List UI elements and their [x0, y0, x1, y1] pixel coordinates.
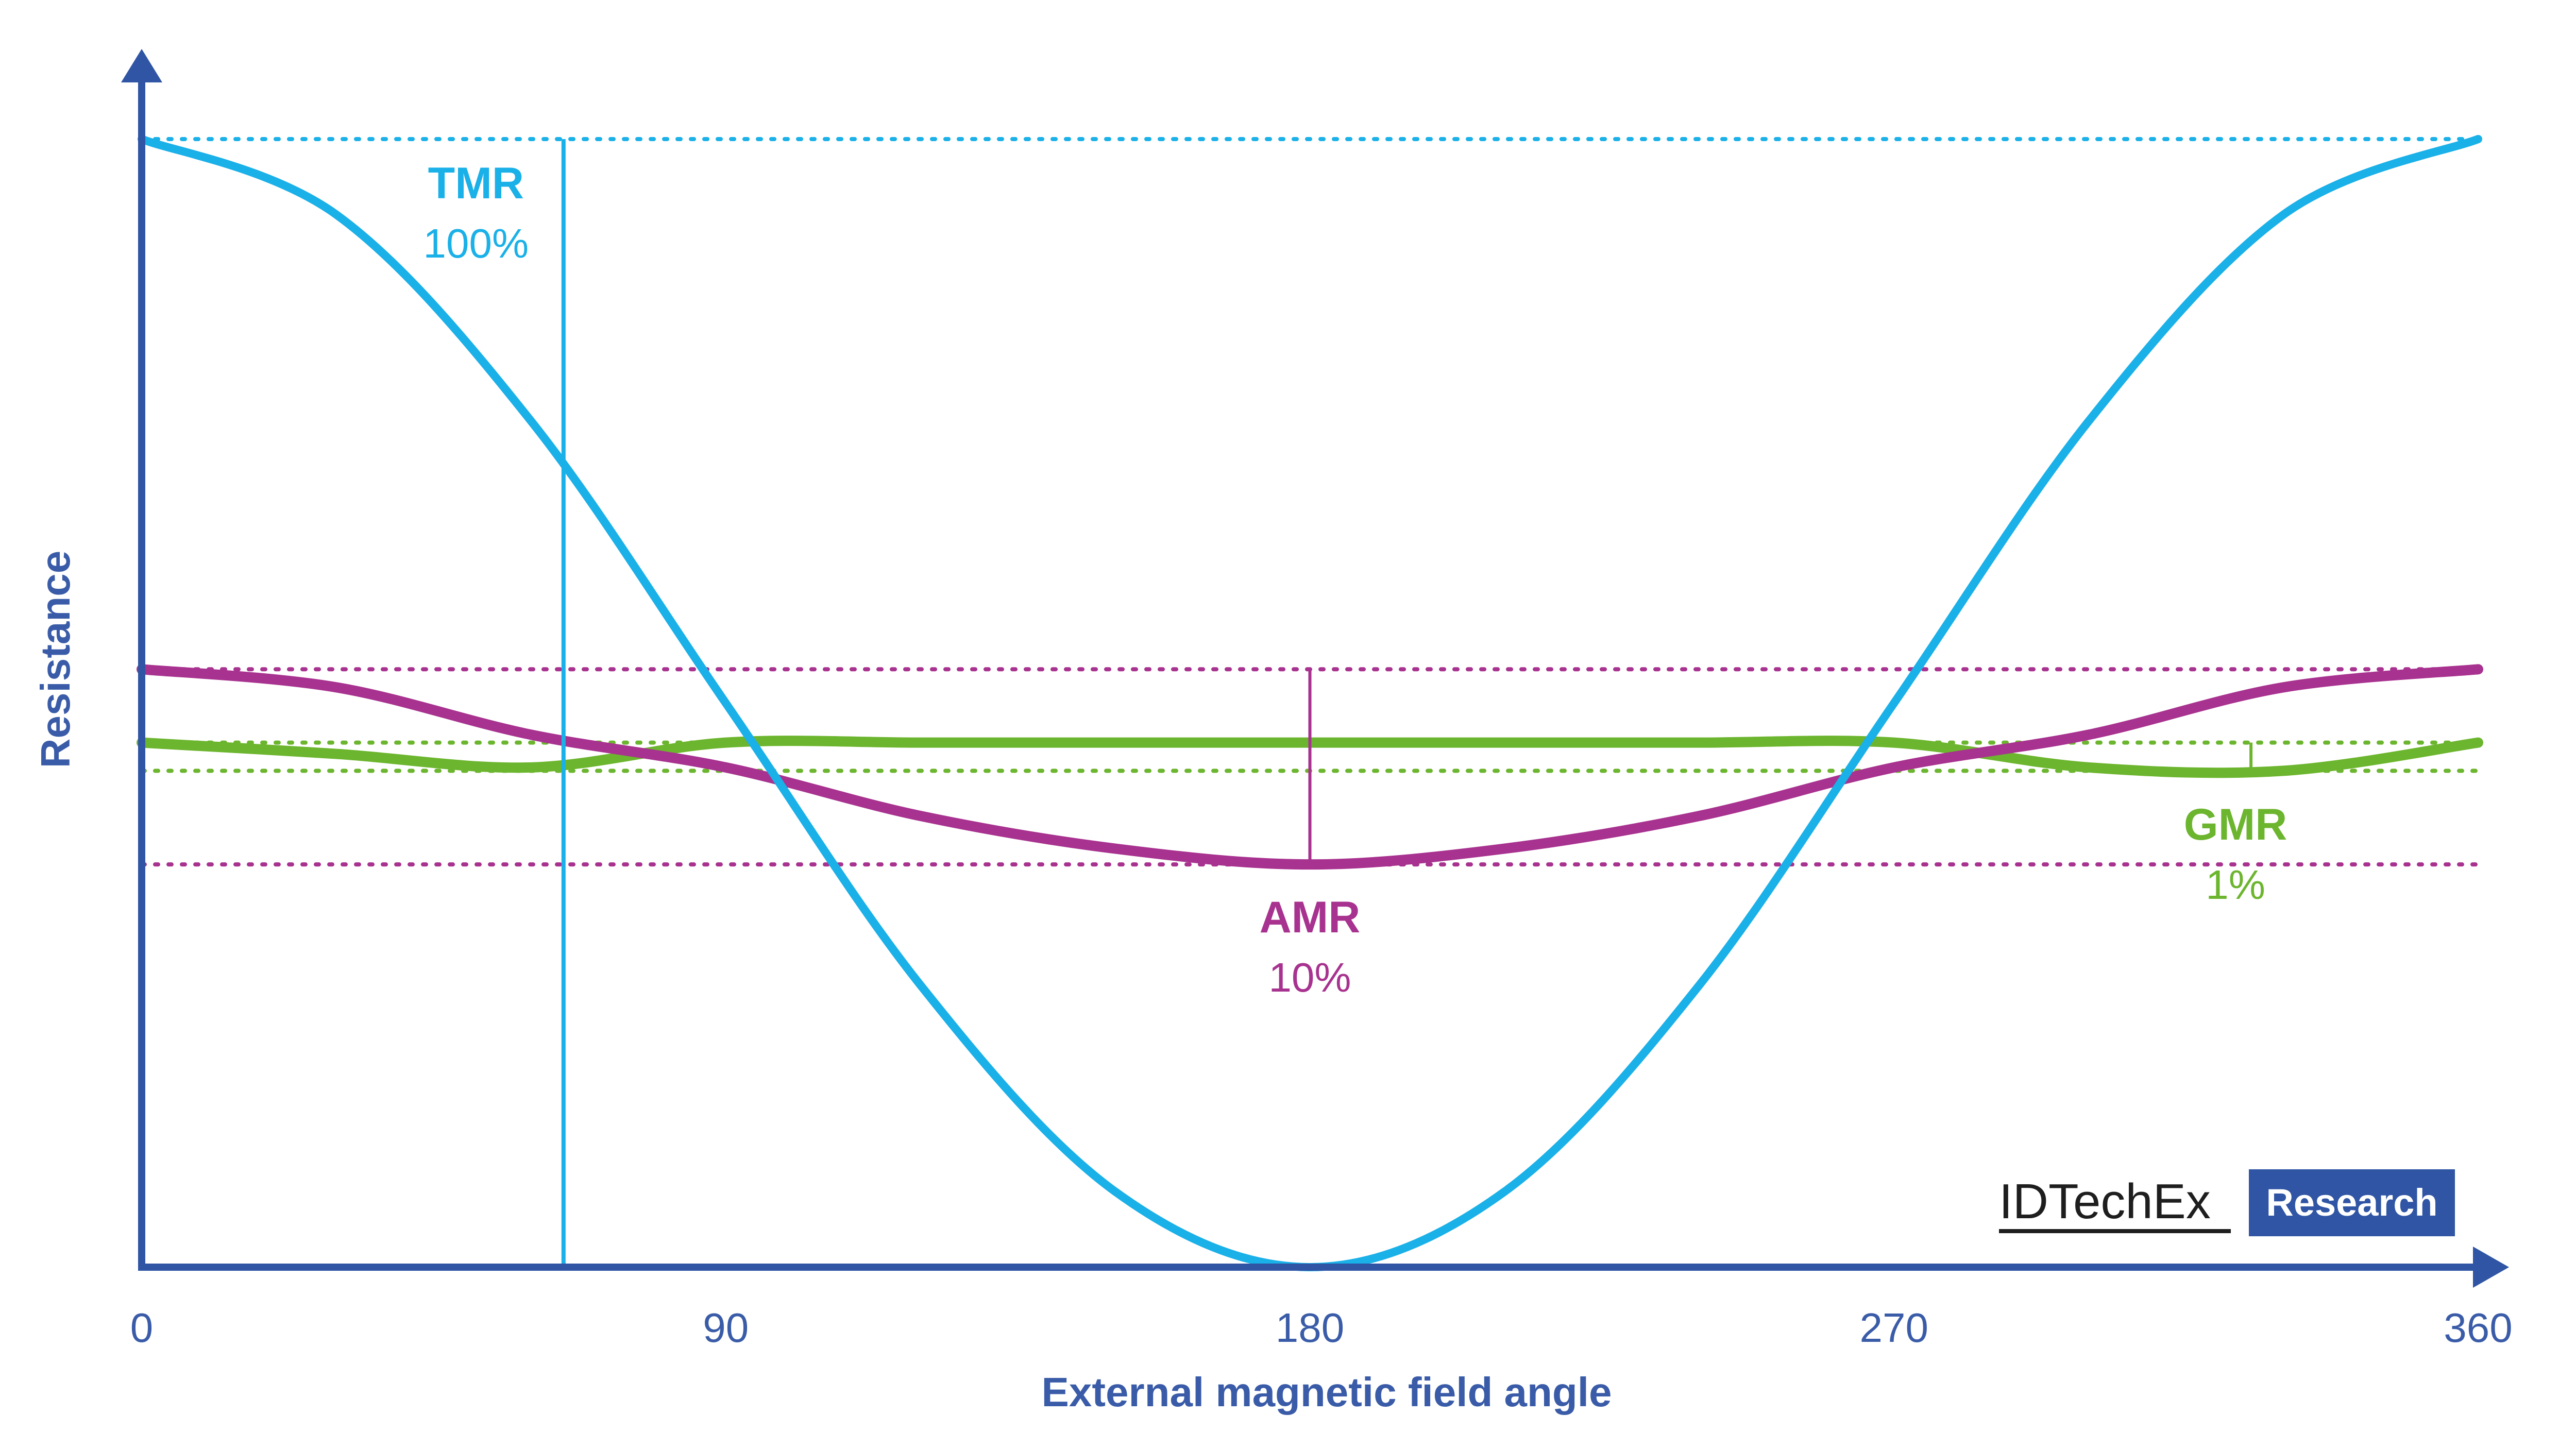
gmr-annotation-value: 1% — [2206, 862, 2265, 908]
axes — [121, 49, 2509, 1288]
x-axis-arrow — [2473, 1247, 2509, 1288]
idtechex-logo: IDTechEx Research — [1999, 1169, 2455, 1236]
y-axis-label: Resistance — [32, 551, 78, 768]
amr-annotation-value: 10% — [1268, 954, 1351, 1000]
x-tick-label: 360 — [2444, 1305, 2512, 1351]
y-axis-arrow — [121, 49, 162, 82]
amplitude-markers — [561, 139, 2253, 1267]
tmr-annotation-name: TMR — [428, 159, 524, 208]
x-axis-label: External magnetic field angle — [1042, 1369, 1612, 1415]
research-badge — [2249, 1169, 2455, 1236]
gmr-annotation-name: GMR — [2184, 800, 2287, 849]
x-tick-label: 270 — [1860, 1305, 1928, 1351]
amr-annotation-name: AMR — [1260, 893, 1361, 942]
logo-text: IDTechEx — [1999, 1174, 2211, 1229]
x-tick-labels: 0 90 180 270 360 — [130, 1305, 2513, 1351]
x-tick-label: 90 — [703, 1305, 749, 1351]
x-tick-label: 180 — [1276, 1305, 1344, 1351]
annotations: TMR 100% AMR 10% GMR 1% — [423, 159, 2287, 1000]
research-badge-text: Research — [2266, 1181, 2437, 1224]
tmr-annotation-value: 100% — [423, 220, 529, 266]
x-tick-label: 0 — [130, 1305, 154, 1351]
